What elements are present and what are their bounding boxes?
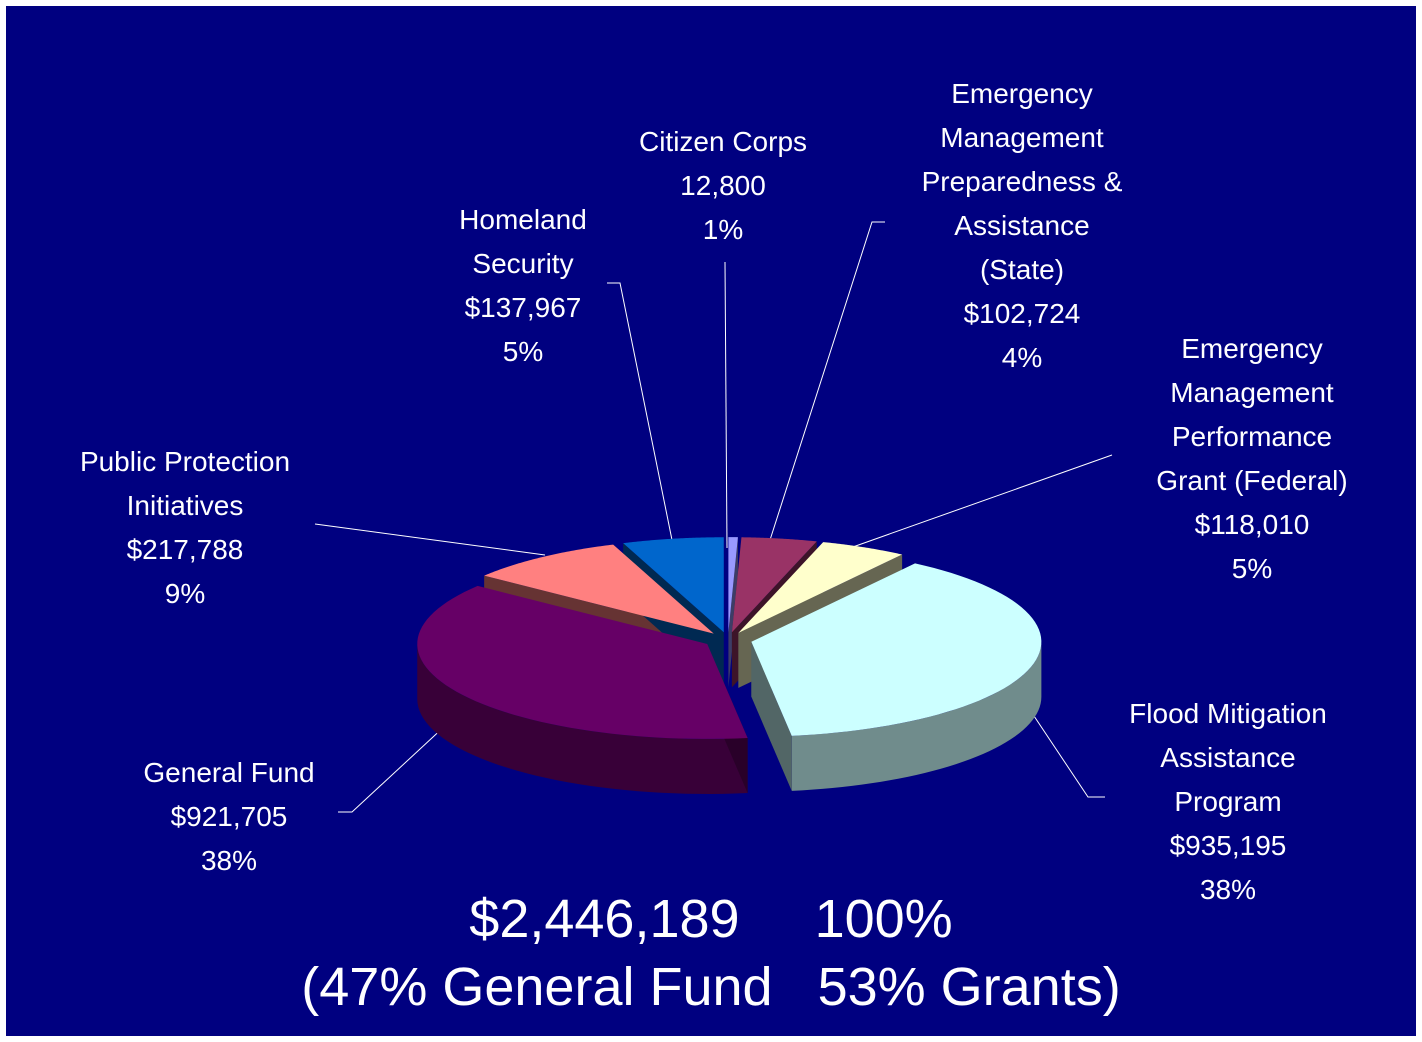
total-annotation: $2,446,189 100%	[469, 889, 953, 949]
slice	[728, 537, 738, 633]
value-label: $102,724	[963, 298, 1081, 329]
percent-label: 38%	[1199, 874, 1257, 905]
slice-label: Citizen Corps	[638, 126, 808, 157]
slice-label: Public Protection Initiatives	[79, 446, 291, 521]
slice	[417, 585, 748, 739]
slice	[484, 544, 714, 634]
slice-label: General Fund	[143, 757, 315, 788]
percent-label: 9%	[164, 578, 206, 609]
slice	[623, 537, 724, 633]
slice-label: Emergency Management Performance Grant (…	[1156, 333, 1348, 496]
leader-lines	[314, 221, 1113, 813]
leader-line	[1019, 694, 1105, 798]
slice-label: Homeland Security	[459, 204, 587, 279]
percent-label: 5%	[1231, 553, 1273, 584]
leader-line	[724, 261, 728, 549]
slice	[751, 563, 1042, 736]
value-label: $217,788	[126, 534, 244, 565]
slice-side	[417, 643, 748, 794]
slice	[738, 542, 903, 633]
leader-line	[769, 221, 885, 541]
value-label: $118,010	[1194, 509, 1310, 540]
slice-side	[791, 641, 1042, 791]
slice-edge	[728, 537, 738, 688]
value-label: $935,195	[1169, 830, 1287, 861]
background	[6, 6, 1416, 1036]
value-label: $137,967	[464, 292, 582, 323]
slice-label: Emergency Management Preparedness & Assi…	[921, 78, 1123, 285]
leader-line	[849, 454, 1113, 549]
slice	[731, 537, 817, 633]
value-label: $921,705	[170, 801, 288, 832]
leader-line	[314, 523, 546, 556]
split-annotation: (47% General Fund 53% Grants)	[301, 957, 1121, 1017]
slice-label: Flood Mitigation Assistance Program	[1129, 698, 1327, 817]
value-label: 12,800	[680, 170, 766, 201]
percent-label: 38%	[200, 845, 258, 876]
slice-edge	[751, 641, 792, 791]
percent-label: 4%	[1001, 342, 1043, 373]
leader-line	[338, 711, 461, 813]
leader-line	[607, 282, 673, 541]
percent-label: 1%	[702, 214, 744, 245]
percent-label: 5%	[502, 336, 544, 367]
